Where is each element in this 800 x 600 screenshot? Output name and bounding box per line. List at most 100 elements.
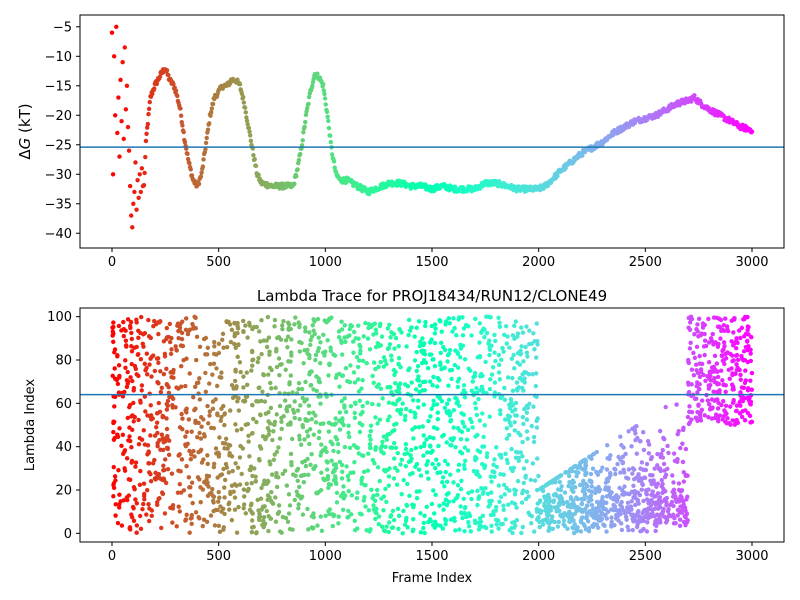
data-point bbox=[211, 464, 217, 470]
data-point bbox=[660, 455, 666, 460]
data-point bbox=[154, 424, 159, 430]
data-point bbox=[749, 334, 754, 340]
data-point bbox=[496, 483, 502, 488]
data-point bbox=[356, 389, 362, 394]
data-point bbox=[518, 325, 524, 330]
data-point bbox=[315, 316, 321, 322]
data-point bbox=[367, 433, 372, 439]
data-point bbox=[447, 413, 453, 418]
data-point bbox=[412, 415, 418, 420]
data-point bbox=[253, 474, 258, 479]
data-point bbox=[432, 511, 437, 516]
data-point bbox=[324, 467, 330, 472]
data-point bbox=[565, 526, 570, 531]
data-point bbox=[263, 411, 269, 416]
data-point bbox=[640, 510, 645, 516]
data-point bbox=[296, 386, 301, 392]
data-point bbox=[641, 447, 647, 453]
data-point bbox=[111, 481, 117, 486]
data-point bbox=[178, 106, 183, 111]
data-point bbox=[618, 470, 623, 475]
data-point bbox=[643, 467, 649, 473]
data-point bbox=[116, 467, 121, 473]
data-point bbox=[438, 350, 443, 356]
data-point bbox=[187, 448, 192, 454]
data-point bbox=[171, 81, 176, 87]
data-point bbox=[724, 324, 730, 329]
data-point bbox=[363, 320, 368, 326]
data-point bbox=[497, 324, 503, 330]
data-point bbox=[583, 472, 588, 478]
data-point bbox=[208, 361, 213, 367]
data-point bbox=[558, 487, 564, 493]
data-point bbox=[122, 389, 127, 395]
data-point bbox=[586, 488, 592, 493]
data-point bbox=[148, 433, 153, 438]
data-point bbox=[274, 364, 280, 370]
data-point bbox=[334, 500, 340, 505]
data-point bbox=[400, 531, 405, 536]
data-point bbox=[546, 512, 552, 518]
data-point bbox=[546, 509, 551, 514]
data-point bbox=[431, 374, 436, 380]
data-point bbox=[432, 340, 438, 346]
data-point bbox=[292, 322, 297, 327]
data-point bbox=[274, 484, 280, 490]
data-point bbox=[492, 457, 497, 462]
data-point bbox=[297, 349, 302, 354]
data-point bbox=[128, 319, 134, 325]
data-point bbox=[358, 412, 364, 417]
data-point bbox=[411, 436, 416, 441]
data-point bbox=[184, 406, 189, 411]
data-point bbox=[323, 102, 328, 107]
data-point bbox=[305, 351, 310, 356]
x-tick-label: 2500 bbox=[629, 549, 662, 564]
data-point bbox=[168, 351, 174, 357]
data-point bbox=[745, 410, 751, 416]
data-point bbox=[459, 478, 464, 483]
data-point bbox=[618, 434, 623, 439]
data-point bbox=[444, 401, 450, 406]
data-point bbox=[300, 138, 305, 143]
data-point bbox=[111, 494, 116, 499]
data-point bbox=[728, 422, 733, 427]
data-point bbox=[661, 461, 667, 467]
data-point bbox=[133, 497, 138, 502]
data-point bbox=[403, 413, 408, 419]
data-point bbox=[447, 321, 453, 326]
data-point bbox=[295, 478, 300, 484]
data-point bbox=[136, 335, 141, 341]
data-point bbox=[458, 346, 464, 351]
data-point bbox=[580, 489, 586, 494]
data-point bbox=[613, 471, 618, 477]
data-point bbox=[513, 319, 519, 324]
data-point bbox=[321, 88, 327, 93]
data-point bbox=[201, 457, 206, 462]
data-point bbox=[500, 521, 505, 527]
data-point bbox=[134, 501, 140, 506]
data-point bbox=[421, 525, 426, 531]
data-point bbox=[183, 434, 188, 439]
data-point bbox=[472, 370, 478, 376]
data-point bbox=[461, 383, 467, 388]
data-point bbox=[460, 333, 466, 338]
data-point bbox=[306, 101, 311, 107]
data-point bbox=[441, 507, 446, 512]
data-point bbox=[626, 527, 631, 533]
data-point bbox=[646, 487, 651, 492]
data-point bbox=[397, 410, 403, 415]
data-point bbox=[571, 518, 576, 523]
data-point bbox=[405, 525, 410, 530]
data-point bbox=[717, 324, 722, 329]
data-point bbox=[158, 319, 163, 324]
data-point bbox=[423, 379, 428, 384]
data-point bbox=[315, 523, 320, 528]
data-point bbox=[187, 327, 193, 332]
data-point bbox=[458, 436, 464, 442]
data-point bbox=[264, 481, 269, 487]
data-point bbox=[531, 439, 537, 445]
data-point bbox=[147, 99, 152, 105]
data-point bbox=[256, 399, 261, 404]
data-point bbox=[461, 388, 467, 393]
data-point bbox=[508, 396, 514, 402]
